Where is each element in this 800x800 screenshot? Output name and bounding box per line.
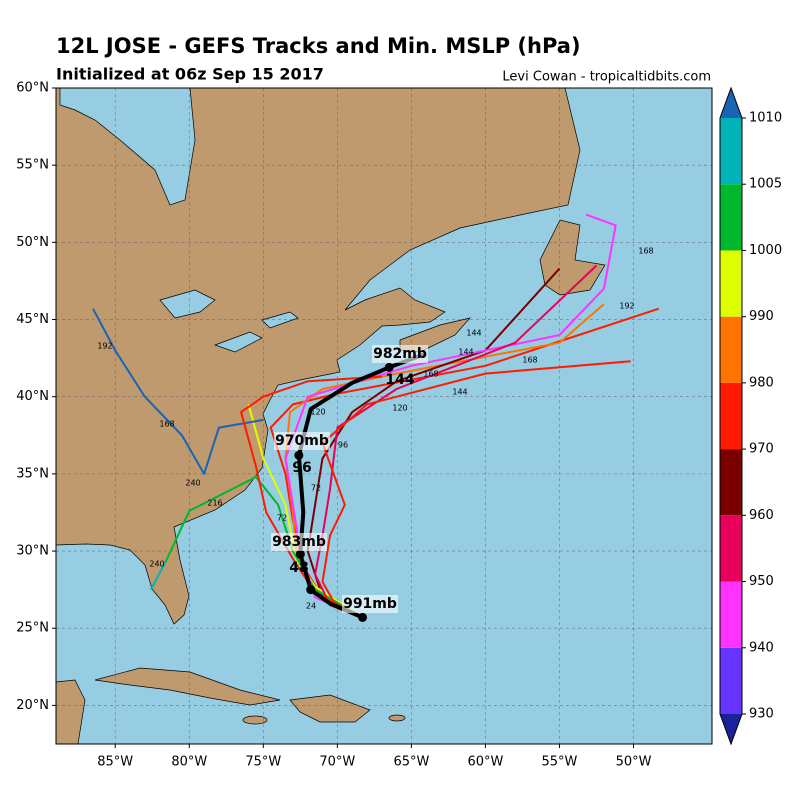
hour-label: 72 xyxy=(311,484,321,493)
y-tick-label: 30°N xyxy=(16,544,49,559)
great-lakes xyxy=(159,289,299,353)
hour-label: 96 xyxy=(338,441,348,450)
hour-label: 168 xyxy=(159,420,174,429)
x-tick-label: 70°W xyxy=(319,755,355,770)
hour-label: 24 xyxy=(306,602,316,611)
y-tick-label: 55°N xyxy=(16,158,49,173)
y-tick-label: 45°N xyxy=(16,312,49,327)
colorbar-under xyxy=(720,714,742,744)
hour-label: 120 xyxy=(392,404,407,413)
colorbar-label: 1010 xyxy=(749,111,782,126)
colorbar-over xyxy=(720,88,742,118)
x-tick-label: 60°W xyxy=(467,755,503,770)
mean-point xyxy=(295,549,305,559)
colorbar-segment xyxy=(720,118,742,185)
newfoundland xyxy=(539,219,606,296)
hudson-bay xyxy=(59,88,196,206)
hour-label: 216 xyxy=(207,499,222,508)
x-tick-label: 55°W xyxy=(542,755,578,770)
hour-label: 168 xyxy=(638,247,653,256)
colorbar-segment xyxy=(720,449,742,516)
cuba xyxy=(94,667,281,706)
hour-label: 240 xyxy=(149,560,164,569)
colorbar-label: 930 xyxy=(749,707,774,722)
mean-point xyxy=(306,585,316,595)
colorbar-label: 980 xyxy=(749,375,774,390)
north-america xyxy=(56,88,581,625)
hour-label: 120 xyxy=(310,408,325,417)
hour-label: 144 xyxy=(452,388,467,397)
hour-label: 168 xyxy=(522,356,537,365)
colorbar-segment xyxy=(720,316,742,383)
track-label: 144 xyxy=(385,372,414,388)
title: 12L JOSE - GEFS Tracks and Min. MSLP (hP… xyxy=(56,34,581,58)
mean-point xyxy=(358,612,368,622)
y-tick-label: 60°N xyxy=(16,81,49,96)
hour-label: 144 xyxy=(458,348,473,357)
member-track xyxy=(306,267,561,619)
hispaniola xyxy=(289,694,371,723)
x-tick-label: 65°W xyxy=(393,755,429,770)
puerto-rico xyxy=(388,714,406,722)
colorbar-label: 990 xyxy=(749,309,774,324)
credit: Levi Cowan - tropicaltidbits.com xyxy=(502,70,711,85)
y-tick-label: 35°N xyxy=(16,466,49,481)
hour-label: 144 xyxy=(466,329,481,338)
axes: 85°W 80°W 75°W 70°W 65°W 60°W 55°W 50°W 20°N 25°N… xyxy=(16,81,651,770)
y-tick-label: 40°N xyxy=(16,389,49,404)
member-track xyxy=(314,264,598,619)
colorbar-segment xyxy=(720,250,742,317)
label-box xyxy=(274,432,330,450)
track-label: 48 xyxy=(289,560,308,576)
member-track xyxy=(149,561,167,591)
label-box xyxy=(342,595,398,613)
colorbar-segment xyxy=(720,581,742,648)
hour-label: 168 xyxy=(423,370,438,379)
hour-label: 72 xyxy=(277,514,287,523)
mean-track xyxy=(296,351,427,620)
colorbar-label: 950 xyxy=(749,574,774,589)
y-tick-label: 20°N xyxy=(16,698,49,713)
hour-label: 192 xyxy=(97,342,112,351)
colorbar-label: 940 xyxy=(749,640,774,655)
subtitle: Initialized at 06z Sep 15 2017 xyxy=(56,65,324,84)
y-tick-label: 25°N xyxy=(16,621,49,636)
member-track xyxy=(92,308,264,475)
colorbar-segment xyxy=(720,647,742,714)
track-label: 982mb xyxy=(373,346,427,362)
y-tick-label: 50°N xyxy=(16,235,49,250)
map-content: 24 72 72 120 120 144 144 144 168 168 168 192 192 216 2… xyxy=(56,88,712,744)
track-label: 991mb xyxy=(343,596,397,612)
x-tick-label: 80°W xyxy=(171,755,207,770)
map-frame xyxy=(55,87,713,745)
hour-label: 240 xyxy=(185,479,200,488)
colorbar-segment xyxy=(720,382,742,450)
mean-point xyxy=(384,362,394,372)
jamaica xyxy=(242,715,268,725)
yucatan xyxy=(56,679,86,744)
colorbar: 930 940 950 960 970 980 990 1000 1005 1010 xyxy=(719,86,782,746)
mean-point xyxy=(294,450,304,460)
x-tick-label: 85°W xyxy=(97,755,133,770)
member-track xyxy=(321,360,631,619)
track-label: 983mb xyxy=(272,534,326,550)
map: 24 72 72 120 120 144 144 144 168 168 168 192 192 216 2… xyxy=(56,88,712,744)
colorbar-label: 960 xyxy=(749,508,774,523)
hour-label: 192 xyxy=(619,302,634,311)
track-label: 96 xyxy=(292,460,311,476)
track-label: 970mb xyxy=(275,433,329,449)
colorbar-label: 970 xyxy=(749,442,774,457)
colorbar-label: 1000 xyxy=(749,243,782,258)
colorbar-label: 1005 xyxy=(749,177,782,192)
x-tick-label: 50°W xyxy=(616,755,652,770)
colorbar-segment xyxy=(720,184,742,251)
x-tick-label: 75°W xyxy=(245,755,281,770)
label-box xyxy=(271,533,327,551)
colorbar-segment xyxy=(720,515,742,582)
label-box xyxy=(372,345,428,363)
